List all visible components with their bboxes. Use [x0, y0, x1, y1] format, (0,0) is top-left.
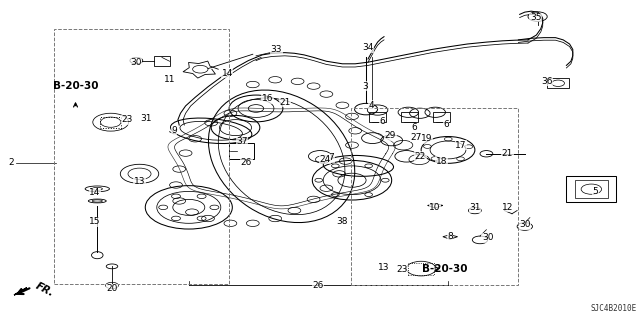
Bar [54, 29, 229, 284]
Polygon shape [14, 288, 27, 295]
Text: 31: 31 [140, 115, 152, 123]
Text: 11: 11 [164, 75, 175, 84]
Text: 15: 15 [89, 217, 100, 226]
Text: 6: 6 [380, 117, 385, 126]
Text: 34: 34 [362, 43, 374, 52]
Text: 29: 29 [385, 131, 396, 140]
Text: 23: 23 [396, 265, 408, 274]
Text: 38: 38 [337, 217, 348, 226]
Text: 13: 13 [134, 177, 145, 186]
Text: B-20-30: B-20-30 [52, 81, 99, 91]
Text: 30: 30 [519, 220, 531, 229]
Text: 23: 23 [121, 115, 132, 124]
Text: 14: 14 [221, 69, 233, 78]
Text: 9: 9 [172, 126, 177, 135]
Text: 33: 33 [271, 45, 282, 54]
Text: 18: 18 [436, 157, 447, 166]
Text: 31: 31 [469, 204, 481, 212]
Text: 20: 20 [106, 284, 118, 293]
Text: 8: 8 [447, 232, 452, 241]
Text: 6: 6 [444, 120, 449, 129]
Text: 21: 21 [502, 149, 513, 158]
Text: FR.: FR. [34, 280, 56, 298]
Text: 5: 5 [593, 187, 598, 196]
Text: 21: 21 [279, 98, 291, 107]
Text: 3: 3 [362, 82, 367, 91]
Text: 19: 19 [421, 134, 433, 143]
Text: 26: 26 [241, 158, 252, 167]
Bar [351, 108, 518, 285]
Text: 2: 2 [9, 158, 14, 167]
Text: 17: 17 [455, 141, 467, 150]
Text: 22: 22 [415, 152, 426, 161]
Text: 24: 24 [319, 155, 331, 164]
Text: 6: 6 [412, 123, 417, 132]
Text: SJC4B2010E: SJC4B2010E [591, 304, 637, 313]
Bar [408, 263, 434, 275]
Text: 16: 16 [262, 94, 273, 103]
Text: 35: 35 [530, 13, 541, 22]
Text: 4: 4 [369, 101, 374, 110]
Text: 13: 13 [378, 263, 390, 272]
Text: 37: 37 [236, 137, 248, 146]
Text: 30: 30 [130, 58, 141, 67]
Text: 27: 27 [410, 133, 422, 142]
Bar [575, 180, 608, 198]
Text: B-20-30: B-20-30 [422, 263, 468, 274]
Text: 26: 26 [312, 281, 324, 290]
Text: 14: 14 [89, 189, 100, 197]
Text: 10: 10 [429, 203, 441, 212]
Text: 12: 12 [502, 203, 513, 212]
Text: 36: 36 [541, 77, 553, 86]
Text: 30: 30 [482, 233, 493, 242]
Text: 7: 7 [329, 153, 334, 162]
Bar [100, 117, 121, 128]
